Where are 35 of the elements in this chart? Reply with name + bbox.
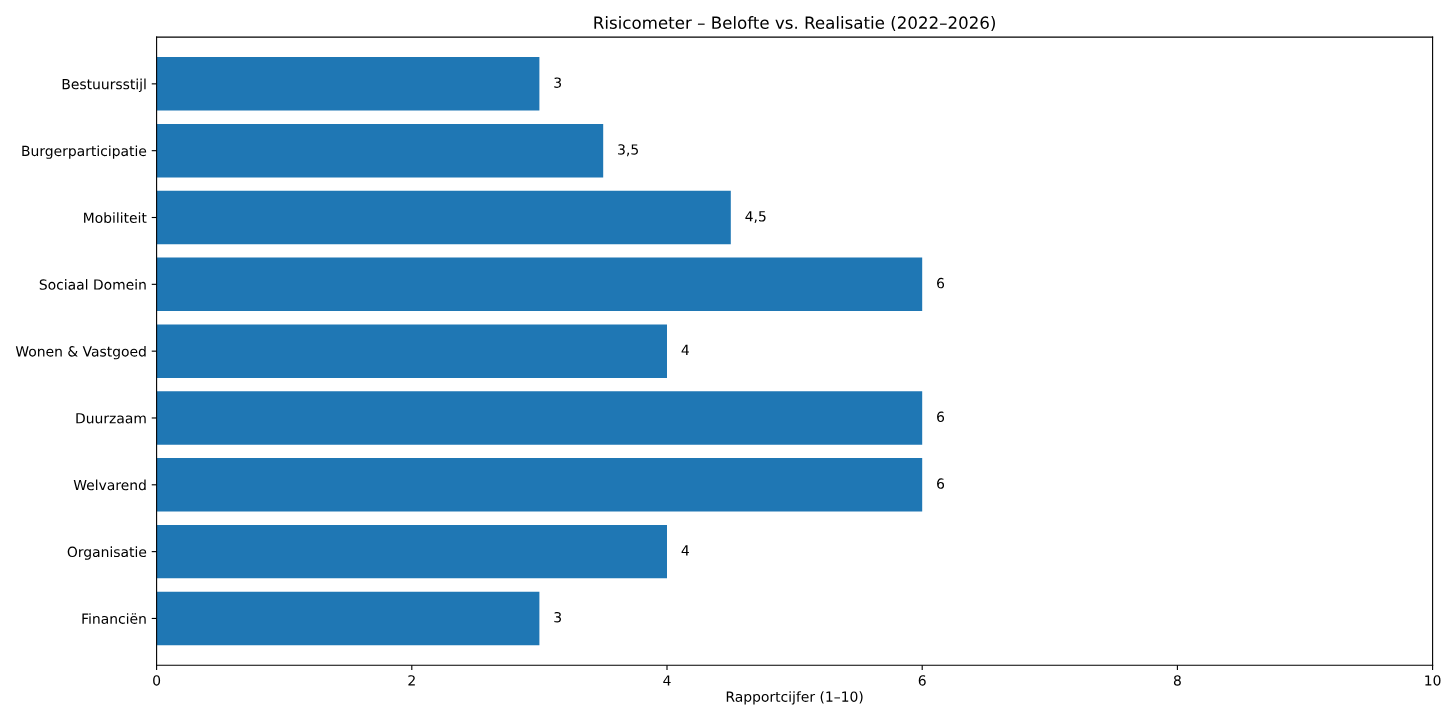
y-tick-label: Financiën [82,613,146,624]
y-tick-label: Bestuursstijl [62,78,146,93]
bar [156,257,923,312]
x-tick-label: 4 [663,675,671,686]
bar [156,591,540,646]
data-label: 3 [554,77,562,88]
x-tick-label: 2 [408,675,415,686]
y-tick-label: Wonen & Vastgoed [15,345,146,360]
chart-title: Risicometer – Belofte vs. Realisatie (2022–2026) [594,16,995,31]
y-tick-label: Duurzaam [76,413,146,424]
bar [156,524,667,579]
x-tick-label: 10 [1425,675,1441,686]
bar [156,190,731,245]
data-label: 6 [937,277,945,289]
x-tick-label: 6 [918,675,926,686]
y-tick-label: Organisatie [67,546,147,560]
y-tick-label: Sociaal Domein [39,279,146,290]
x-axis-title: Rapportcijfer (1–10) [726,691,863,705]
data-label: 3 [554,611,562,623]
data-label: 6 [937,411,945,423]
data-label: 4 [681,344,689,355]
data-label: 6 [937,478,945,489]
bar [156,458,923,512]
data-label: 4 [681,545,689,556]
x-tick-label: 8 [1173,675,1181,686]
bar [156,391,923,445]
data-label: 3,5 [618,144,638,157]
bar [156,324,667,378]
y-tick-label: Burgerparticipatie [22,145,147,159]
bar [156,123,604,178]
x-tick-label: 0 [153,675,161,686]
y-tick-label: Welvarend [73,479,146,491]
y-tick-label: Mobiliteit [84,212,147,223]
bar [156,57,540,111]
data-label: 4,5 [745,211,766,223]
